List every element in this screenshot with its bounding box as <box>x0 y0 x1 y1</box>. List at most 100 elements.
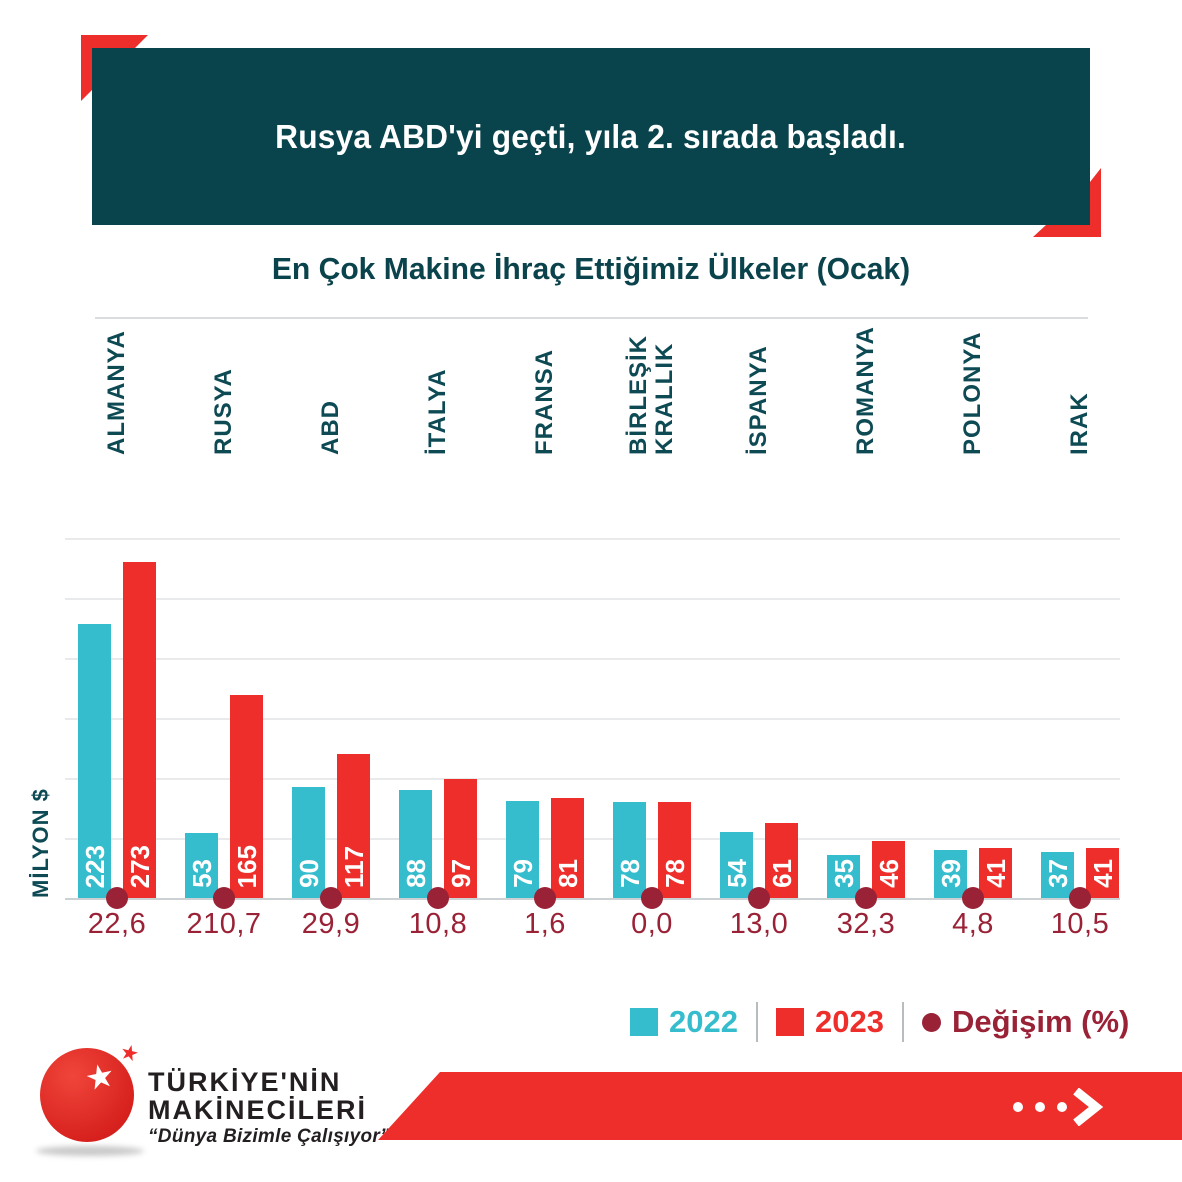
change-value-label: 4,8 <box>952 908 994 940</box>
bar-value-label: 90 <box>293 859 324 888</box>
change-value-label: 10,8 <box>408 908 468 940</box>
category-label: ABD <box>317 400 344 455</box>
legend-divider <box>755 1002 758 1042</box>
gridline <box>65 598 1120 600</box>
bar-2023-romanya: 46 <box>872 841 905 898</box>
bar-2023-rusya: 165 <box>230 695 263 898</box>
bar-2023-almanya: 273 <box>123 562 156 898</box>
change-value-label: 1,6 <box>524 908 566 940</box>
bar-value-label: 39 <box>935 859 966 888</box>
gridline <box>65 898 1120 900</box>
change-dot <box>106 887 128 909</box>
gridline <box>65 778 1120 780</box>
bar-2022-almanya: 223 <box>78 624 111 898</box>
header-banner: Rusya ABD'yi geçti, yıla 2. sırada başla… <box>92 48 1090 225</box>
bar-value-label: 53 <box>186 859 217 888</box>
bar-2022-polonya: 39 <box>934 850 967 898</box>
bar-value-label: 41 <box>980 859 1011 888</box>
bar-2022-i̇talya: 88 <box>399 790 432 898</box>
bar-2022-i̇spanya: 54 <box>720 832 753 898</box>
bar-value-label: 117 <box>338 846 369 888</box>
category-label: POLONYA <box>959 331 986 455</box>
change-value-label: 13,0 <box>729 908 789 940</box>
category-label: ALMANYA <box>103 330 130 455</box>
bar-2022-abd: 90 <box>292 787 325 898</box>
bar-value-label: 97 <box>445 859 476 888</box>
category-label: İSPANYA <box>745 345 772 455</box>
bar-value-label: 46 <box>873 859 904 888</box>
bar-value-label: 88 <box>400 859 431 888</box>
legend-item-2023: 2023 <box>775 1004 884 1040</box>
red-globe-star-icon <box>40 1048 134 1142</box>
legend-dot-change <box>921 1012 941 1032</box>
brand-tagline: “Dünya Bizimle Çalışıyor” <box>148 1126 390 1147</box>
category-label: IRAK <box>1066 392 1093 455</box>
category-label: İTALYA <box>424 368 451 455</box>
legend-swatch-2023 <box>775 1008 804 1036</box>
bar-2022-romanya: 35 <box>827 855 860 898</box>
bar-2022-irak: 37 <box>1041 852 1074 898</box>
category-label: FRANSA <box>531 349 558 455</box>
gridline <box>65 838 1120 840</box>
bar-value-label: 78 <box>614 859 645 888</box>
change-dot <box>320 887 342 909</box>
brand-name-line2: MAKİNECİLERİ <box>148 1095 367 1125</box>
category-label: BİRLEŞİK KRALLIK <box>625 334 678 455</box>
bar-2023-bi̇rleşi̇k-krallik: 78 <box>658 802 691 898</box>
bar-value-label: 41 <box>1087 859 1118 888</box>
category-label: ROMANYA <box>852 326 879 455</box>
gridline <box>65 538 1120 540</box>
bar-2023-polonya: 41 <box>979 848 1012 898</box>
category-label: RUSYA <box>210 368 237 455</box>
bar-2023-abd: 117 <box>337 754 370 898</box>
legend-label-2022: 2022 <box>669 1004 738 1039</box>
change-value-label: 22,6 <box>87 908 147 940</box>
change-dot <box>213 887 235 909</box>
chart-legend: 2022 2023 Değişim (%) <box>630 1000 1129 1044</box>
bar-value-label: 81 <box>552 859 583 888</box>
change-value-label: 10,5 <box>1050 908 1110 940</box>
change-dot <box>641 887 663 909</box>
bar-value-label: 78 <box>659 859 690 888</box>
gridline <box>65 718 1120 720</box>
brand-block: TÜRKİYE'NİN MAKİNECİLERİ “Dünya Bizimle … <box>148 1068 390 1148</box>
footer-red-banner <box>378 1072 1182 1140</box>
change-value-label: 210,7 <box>186 908 262 940</box>
change-dot <box>427 887 449 909</box>
dots-chevron-right-icon <box>1013 1088 1104 1126</box>
change-value-label: 29,9 <box>301 908 361 940</box>
bar-2023-i̇talya: 97 <box>444 779 477 898</box>
brand-name-line1: TÜRKİYE'NİN <box>148 1067 342 1097</box>
bar-value-label: 35 <box>828 859 859 888</box>
bar-value-label: 61 <box>766 859 797 888</box>
y-axis-label: MİLYON $ <box>28 788 53 898</box>
legend-swatch-2022 <box>630 1008 658 1036</box>
change-dot <box>962 887 984 909</box>
change-value-label: 0,0 <box>631 908 673 940</box>
bar-value-label: 273 <box>124 844 155 888</box>
page-title: Rusya ABD'yi geçti, yıla 2. sırada başla… <box>275 117 907 155</box>
bar-value-label: 223 <box>79 844 110 888</box>
gridline <box>65 658 1120 660</box>
legend-item-change: Değişim (%) <box>921 1004 1130 1040</box>
change-dot <box>748 887 770 909</box>
bar-2022-fransa: 79 <box>506 801 539 898</box>
bar-2023-i̇spanya: 61 <box>765 823 798 898</box>
change-value-label: 32,3 <box>836 908 896 940</box>
bar-value-label: 165 <box>231 844 262 888</box>
legend-label-change: Değişim (%) <box>951 1004 1130 1039</box>
bar-value-label: 79 <box>507 859 538 888</box>
legend-label-2023: 2023 <box>814 1004 884 1039</box>
subtitle-divider <box>95 317 1088 319</box>
legend-item-2022: 2022 <box>630 1004 738 1040</box>
change-dot <box>534 887 556 909</box>
bar-2022-rusya: 53 <box>185 833 218 898</box>
bar-2023-fransa: 81 <box>551 798 584 898</box>
legend-divider <box>901 1002 904 1042</box>
logo-shadow <box>36 1146 144 1156</box>
bar-value-label: 54 <box>721 859 752 888</box>
chart-title: En Çok Makine İhraç Ettiğimiz Ülkeler (O… <box>271 251 911 286</box>
change-dot <box>1069 887 1091 909</box>
